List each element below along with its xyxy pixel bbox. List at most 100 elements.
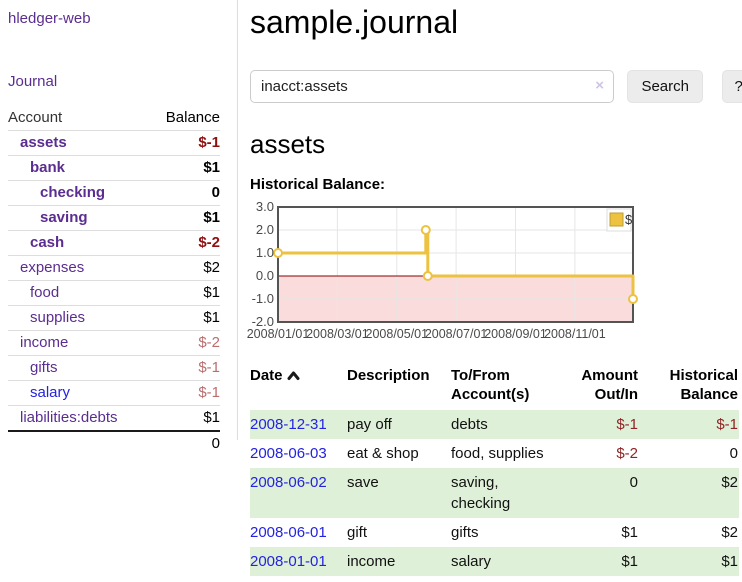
register-row: 2008-12-31 pay off debts $-1 $-1 — [250, 410, 739, 439]
account-row-salary: salary $-1 — [8, 380, 220, 406]
transaction-amount: $1 — [621, 553, 638, 570]
svg-text:2008/01/01: 2008/01/01 — [247, 327, 310, 341]
search-input[interactable] — [250, 70, 614, 103]
register-table: Date Description To/From Account(s) Amou… — [250, 362, 739, 576]
svg-text:3.0: 3.0 — [256, 199, 274, 214]
register-header-date[interactable]: Date — [250, 362, 347, 410]
account-balance: $-2 — [149, 230, 220, 256]
search-form: × Search ? — [250, 70, 742, 103]
account-link-bank[interactable]: bank — [30, 159, 66, 176]
legend-swatch — [609, 212, 624, 227]
account-link-expenses[interactable]: expenses — [20, 259, 85, 276]
sidebar-divider — [237, 0, 238, 440]
account-link-saving[interactable]: saving — [40, 209, 88, 226]
transaction-balance: $-1 — [716, 416, 738, 433]
transaction-amount: $1 — [621, 524, 638, 541]
account-row-food: food $1 — [8, 280, 220, 306]
transaction-date-link[interactable]: 2008-06-01 — [250, 524, 327, 541]
transaction-accounts: gifts — [451, 524, 479, 541]
transaction-accounts: food, supplies — [451, 445, 544, 462]
account-link-salary[interactable]: salary — [30, 384, 71, 401]
account-row-supplies: supplies $1 — [8, 305, 220, 331]
clear-search-icon[interactable]: × — [595, 77, 604, 94]
account-link-income[interactable]: income — [20, 334, 69, 351]
svg-text:2008/07/01: 2008/07/01 — [425, 327, 488, 341]
account-link-assets[interactable]: assets — [20, 134, 67, 151]
transaction-date-link[interactable]: 2008-01-01 — [250, 553, 327, 570]
accounts-total-row: 0 — [8, 431, 220, 456]
app-title-link[interactable]: hledger-web — [8, 10, 91, 27]
svg-text:2008/11/01: 2008/11/01 — [544, 327, 606, 341]
chart-canvas: $ 3.0 2.0 1.0 0.0 -1.0 -2.0 2008/01/01 2… — [247, 199, 638, 341]
sidebar-item-journal[interactable]: Journal — [8, 73, 58, 90]
transaction-balance: $2 — [721, 474, 738, 491]
account-link-liabilities-debts[interactable]: liabilities:debts — [20, 409, 118, 426]
accounts-header-account: Account — [8, 106, 150, 131]
sidebar: hledger-web Journal Account Balance asse… — [0, 0, 237, 456]
transaction-description: pay off — [347, 416, 392, 433]
account-balance: $-1 — [149, 130, 220, 156]
svg-text:2008/05/01: 2008/05/01 — [366, 327, 429, 341]
transaction-date-link[interactable]: 2008-06-02 — [250, 474, 327, 491]
register-row: 2008-06-02 save saving, checking 0 $2 — [250, 468, 739, 518]
account-balance: 0 — [149, 180, 220, 206]
transaction-balance: $1 — [721, 553, 738, 570]
account-balance: $1 — [149, 205, 220, 231]
help-button[interactable]: ? — [722, 70, 742, 103]
svg-text:-2.0: -2.0 — [252, 314, 274, 329]
register-header-accounts: To/From Account(s) — [451, 367, 530, 403]
register-row: 2008-01-01 income salary $1 $1 — [250, 547, 739, 576]
account-balance: $1 — [149, 405, 220, 432]
transaction-amount: $-2 — [616, 445, 638, 462]
account-link-checking[interactable]: checking — [40, 184, 106, 201]
account-balance: $-2 — [149, 330, 220, 356]
transaction-description: eat & shop — [347, 445, 419, 462]
transaction-accounts: debts — [451, 416, 488, 433]
transaction-description: gift — [347, 524, 368, 541]
register-row: 2008-06-03 eat & shop food, supplies $-2… — [250, 439, 739, 468]
transaction-date-link[interactable]: 2008-06-03 — [250, 445, 327, 462]
x-axis-ticks: 2008/01/01 2008/03/01 2008/05/01 2008/07… — [247, 327, 606, 341]
svg-text:1.0: 1.0 — [256, 245, 274, 260]
account-row-checking: checking 0 — [8, 180, 220, 206]
svg-text:2.0: 2.0 — [256, 222, 274, 237]
svg-text:-1.0: -1.0 — [252, 291, 274, 306]
register-header-description: Description — [347, 367, 430, 384]
svg-text:0.0: 0.0 — [256, 268, 274, 283]
transaction-description: income — [347, 553, 396, 570]
account-row-bank: bank $1 — [8, 155, 220, 181]
account-balance: $-1 — [149, 380, 220, 406]
data-point-markers — [273, 225, 638, 304]
account-row-saving: saving $1 — [8, 205, 220, 231]
transaction-accounts: salary — [451, 553, 492, 570]
register-header-balance: Historical Balance — [669, 367, 738, 403]
register-header-row: Date Description To/From Account(s) Amou… — [250, 362, 739, 410]
transaction-date-link[interactable]: 2008-12-31 — [250, 416, 327, 433]
main-content: sample.journal × Search ? assets Histori… — [247, 0, 742, 576]
account-balance: $1 — [149, 155, 220, 181]
account-row-liabilities-debts: liabilities:debts $1 — [8, 405, 220, 432]
account-link-cash[interactable]: cash — [30, 234, 65, 251]
account-balance: $-1 — [149, 355, 220, 381]
account-row-gifts: gifts $-1 — [8, 355, 220, 381]
account-heading: assets — [250, 129, 326, 159]
account-balance: $1 — [149, 280, 220, 306]
account-balance: $1 — [149, 305, 220, 331]
account-link-food[interactable]: food — [30, 284, 60, 301]
y-axis-ticks: 3.0 2.0 1.0 0.0 -1.0 -2.0 — [252, 199, 274, 329]
legend-label: $ — [625, 212, 633, 227]
transaction-amount: 0 — [629, 474, 638, 491]
page-title: sample.journal — [250, 4, 459, 40]
account-link-gifts[interactable]: gifts — [30, 359, 58, 376]
transaction-amount: $-1 — [616, 416, 638, 433]
search-button[interactable]: Search — [627, 70, 703, 103]
register-header-amount: Amount Out/In — [581, 367, 638, 403]
account-row-cash: cash $-2 — [8, 230, 220, 256]
historical-balance-chart: $ 3.0 2.0 1.0 0.0 -1.0 -2.0 2008/01/01 2… — [247, 199, 670, 341]
register-row: 2008-06-01 gift gifts $1 $2 — [250, 518, 739, 547]
account-link-supplies[interactable]: supplies — [30, 309, 86, 326]
chart-title: Historical Balance: — [250, 176, 386, 193]
transaction-balance: 0 — [729, 445, 738, 462]
transaction-balance: $2 — [721, 524, 738, 541]
svg-text:2008/03/01: 2008/03/01 — [306, 327, 369, 341]
